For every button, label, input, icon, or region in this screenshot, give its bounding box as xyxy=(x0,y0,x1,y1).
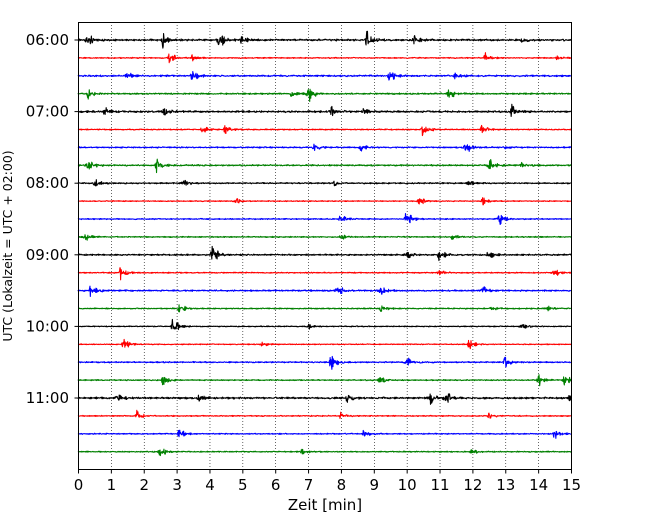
trace-0730 xyxy=(77,143,572,152)
trace-0600 xyxy=(77,30,572,49)
x-tick-label-0: 0 xyxy=(74,476,84,494)
trace-0830 xyxy=(77,212,572,226)
x-tick-label-11: 11 xyxy=(430,476,449,494)
x-tick-label-13: 13 xyxy=(496,476,515,494)
grid-lines xyxy=(111,22,539,469)
trace-0915 xyxy=(77,267,572,281)
trace-1100 xyxy=(77,393,572,405)
x-tick-label-14: 14 xyxy=(529,476,548,494)
x-tick-label-12: 12 xyxy=(463,476,482,494)
trace-0700 xyxy=(77,103,572,117)
plot-frame xyxy=(78,22,572,470)
trace-0715 xyxy=(77,124,572,137)
y-tick-label-4: 10:00 xyxy=(26,317,69,335)
y-tick-label-2: 08:00 xyxy=(26,174,69,192)
trace-0945 xyxy=(77,304,572,313)
trace-1145 xyxy=(77,448,572,457)
y-axis-label: UTC (Lokalzeit = UTC + 02:00) xyxy=(0,150,15,341)
trace-0900 xyxy=(77,245,572,262)
trace-0745 xyxy=(77,158,572,174)
traces xyxy=(77,30,572,457)
x-tick-label-6: 6 xyxy=(271,476,281,494)
trace-1045 xyxy=(77,374,572,387)
x-tick-label-3: 3 xyxy=(172,476,182,494)
trace-0800 xyxy=(77,179,572,187)
trace-0930 xyxy=(77,285,572,297)
y-tick-label-1: 07:00 xyxy=(26,103,69,121)
x-axis-label: Zeit [min] xyxy=(288,496,362,514)
trace-0845 xyxy=(77,234,572,241)
x-tick-label-4: 4 xyxy=(205,476,215,494)
x-tick-label-9: 9 xyxy=(370,476,380,494)
x-axis-ticks: 0 1 2 3 4 5 6 7 8 9 10 11 12 13 14 15 xyxy=(74,469,581,494)
x-tick-label-2: 2 xyxy=(139,476,149,494)
trace-0630 xyxy=(77,71,572,81)
trace-1015 xyxy=(77,338,572,350)
trace-1115 xyxy=(77,409,572,419)
trace-0645 xyxy=(77,88,572,102)
y-tick-label-5: 11:00 xyxy=(26,389,69,407)
trace-1130 xyxy=(77,429,572,439)
y-tick-label-3: 09:00 xyxy=(26,246,69,264)
trace-0615 xyxy=(77,52,572,64)
x-tick-label-8: 8 xyxy=(337,476,347,494)
y-axis-ticks: 06:00 07:00 08:00 09:00 10:00 11:00 xyxy=(26,31,79,407)
x-tick-label-15: 15 xyxy=(562,476,581,494)
trace-1000 xyxy=(77,318,572,331)
trace-1030 xyxy=(77,355,572,370)
trace-0815 xyxy=(77,197,572,206)
y-tick-label-0: 06:00 xyxy=(26,31,69,49)
x-tick-label-10: 10 xyxy=(398,476,417,494)
x-tick-label-7: 7 xyxy=(304,476,314,494)
x-tick-label-5: 5 xyxy=(238,476,248,494)
x-tick-label-1: 1 xyxy=(107,476,117,494)
